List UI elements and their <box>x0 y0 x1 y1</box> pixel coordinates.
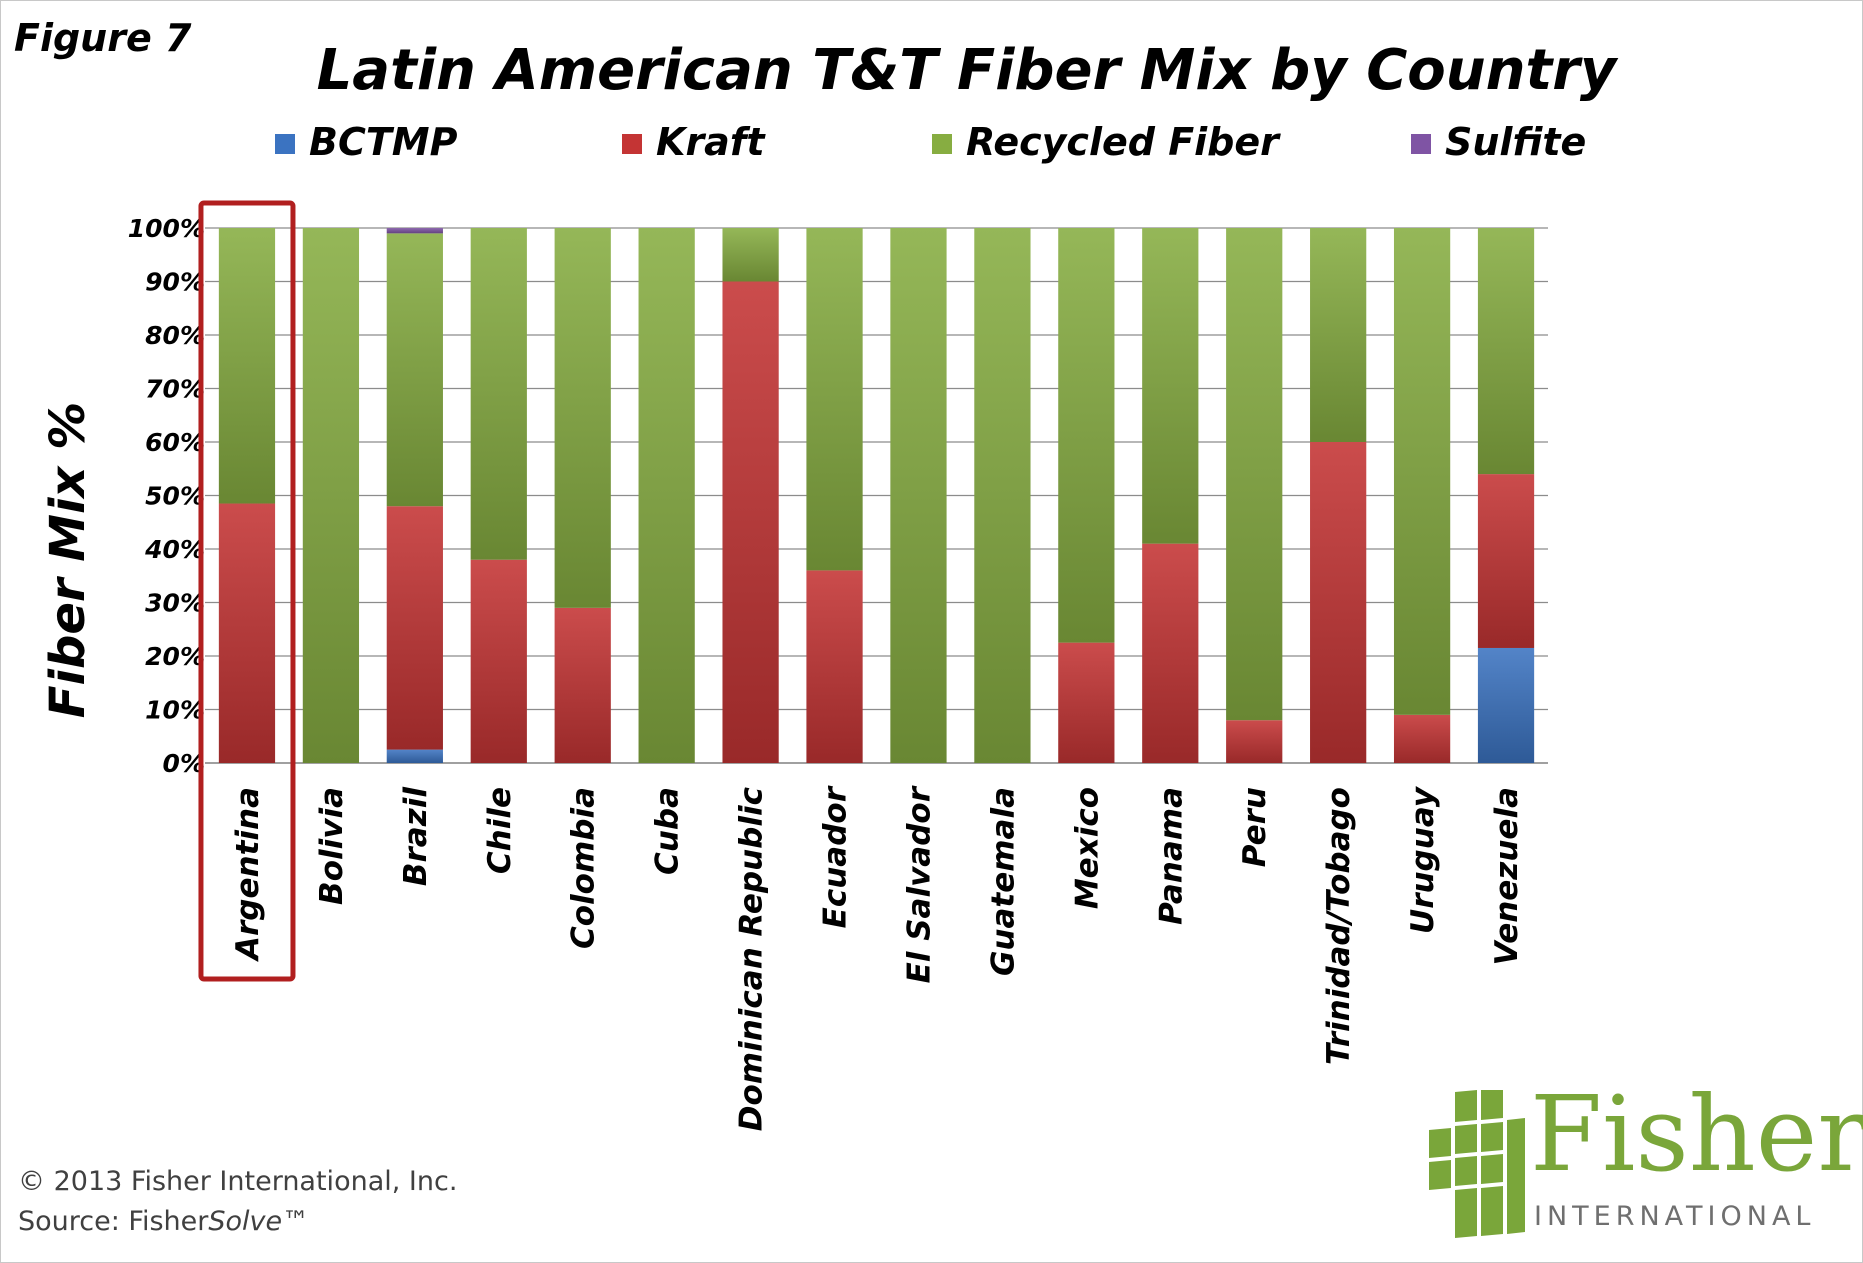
bar-el-salvador-recycled-fiber <box>890 228 947 763</box>
bar-argentina-recycled-fiber <box>218 228 276 504</box>
bar-chile-recycled-fiber <box>470 228 527 560</box>
bar-brazil-bctmp <box>386 749 443 763</box>
bar-ecuador-kraft <box>806 570 863 763</box>
bar-panama-recycled-fiber <box>1142 228 1199 544</box>
legend-swatch-bctmp <box>275 134 295 154</box>
bar-trinidad-tobago-kraft <box>1310 442 1367 763</box>
x-tick-label-trinidad-tobago: Trinidad/Tobago <box>1321 787 1357 1065</box>
x-tick-label-panama: Panama <box>1153 787 1189 925</box>
legend-label-sulfite: Sulfite <box>1445 120 1586 164</box>
y-tick-label: 50% <box>145 482 205 511</box>
y-tick-label: 80% <box>145 321 205 350</box>
x-tick-label-brazil: Brazil <box>398 787 434 887</box>
y-tick-label: 0% <box>163 749 205 778</box>
x-tick-label-mexico: Mexico <box>1069 787 1105 909</box>
bar-bolivia-recycled-fiber <box>302 228 360 763</box>
copyright-text: © 2013 Fisher International, Inc. <box>18 1166 458 1197</box>
bar-peru-kraft <box>1226 720 1283 763</box>
bar-mexico-recycled-fiber <box>1058 228 1115 643</box>
y-tick-label: 100% <box>128 214 205 243</box>
y-tick-label: 20% <box>145 642 205 671</box>
x-tick-label-el-salvador: El Salvador <box>901 785 937 983</box>
bar-venezuela-bctmp <box>1477 647 1535 763</box>
y-tick-label: 70% <box>145 375 205 404</box>
bar-chile-kraft <box>470 559 527 763</box>
x-tick-label-dominican-republic: Dominican Republic <box>734 786 770 1131</box>
footer: © 2013 Fisher International, Inc. Source… <box>18 1162 457 1242</box>
legend-swatch-recycled-fiber <box>932 134 952 154</box>
bar-brazil-recycled-fiber <box>386 233 443 507</box>
x-tick-label-bolivia: Bolivia <box>314 787 350 905</box>
x-tick-label-uruguay: Uruguay <box>1405 785 1441 934</box>
y-tick-label: 60% <box>145 428 205 457</box>
logo-subtitle: INTERNATIONAL <box>1534 1201 1816 1232</box>
logo-wordmark: Fisher <box>1530 1073 1863 1195</box>
x-tick-label-argentina: Argentina <box>230 787 266 963</box>
legend-label-bctmp: BCTMP <box>309 120 458 164</box>
bar-argentina-kraft <box>218 503 276 763</box>
x-tick-label-cuba: Cuba <box>650 787 686 875</box>
figure-label: Figure 7 <box>14 16 192 60</box>
x-tick-label-venezuela: Venezuela <box>1489 787 1525 966</box>
legend-label-recycled-fiber: Recycled Fiber <box>966 120 1281 164</box>
bar-colombia-recycled-fiber <box>554 228 611 608</box>
bar-brazil-kraft <box>386 506 443 750</box>
legend-swatch-kraft <box>622 134 642 154</box>
y-tick-label: 10% <box>145 696 205 725</box>
bar-guatemala-recycled-fiber <box>974 228 1031 763</box>
bar-cuba-recycled-fiber <box>638 228 695 763</box>
highlight-box <box>198 200 296 982</box>
y-tick-label: 90% <box>145 268 205 297</box>
y-tick-label: 40% <box>144 535 205 564</box>
y-axis-label: Fiber Mix % <box>40 402 96 719</box>
bar-brazil-sulfite <box>386 228 443 234</box>
chart-title: Latin American T&T Fiber Mix by Country <box>316 38 1617 103</box>
bar-peru-recycled-fiber <box>1226 228 1283 721</box>
chart-legend: BCTMP Kraft Recycled Fiber Sulfite <box>275 120 1586 164</box>
bar-panama-kraft <box>1142 543 1199 763</box>
bar-venezuela-recycled-fiber <box>1477 228 1535 475</box>
bar-ecuador-recycled-fiber <box>806 228 863 571</box>
bar-trinidad-tobago-recycled-fiber <box>1310 228 1367 442</box>
bar-uruguay-recycled-fiber <box>1393 228 1451 715</box>
legend-label-kraft: Kraft <box>656 120 766 164</box>
bar-dominican-republic-kraft <box>722 281 779 763</box>
legend-swatch-sulfite <box>1411 134 1431 154</box>
bar-venezuela-kraft <box>1477 474 1535 648</box>
bar-uruguay-kraft <box>1393 714 1451 763</box>
highlight-box-argentina <box>198 200 296 982</box>
x-tick-label-peru: Peru <box>1237 787 1273 867</box>
y-axis-ticks: 0% 10% 20% 30% 40% 50% 60% 70% 80% 90% 100% <box>128 214 205 778</box>
x-axis-labels: Argentina Bolivia Brazil Chile Colombia Cuba D… <box>230 785 1525 1131</box>
fisher-logo-mark <box>1429 1090 1525 1238</box>
bars <box>218 228 1535 763</box>
x-tick-label-colombia: Colombia <box>566 787 602 949</box>
bar-colombia-kraft <box>554 607 611 763</box>
x-tick-label-guatemala: Guatemala <box>985 787 1021 976</box>
y-tick-label: 30% <box>145 589 205 618</box>
source-text: Source: FisherSolve™ <box>18 1206 310 1237</box>
bar-mexico-kraft <box>1058 642 1115 763</box>
bar-dominican-republic-recycled-fiber <box>722 228 779 282</box>
x-tick-label-chile: Chile <box>482 787 518 874</box>
x-tick-label-ecuador: Ecuador <box>818 785 854 928</box>
